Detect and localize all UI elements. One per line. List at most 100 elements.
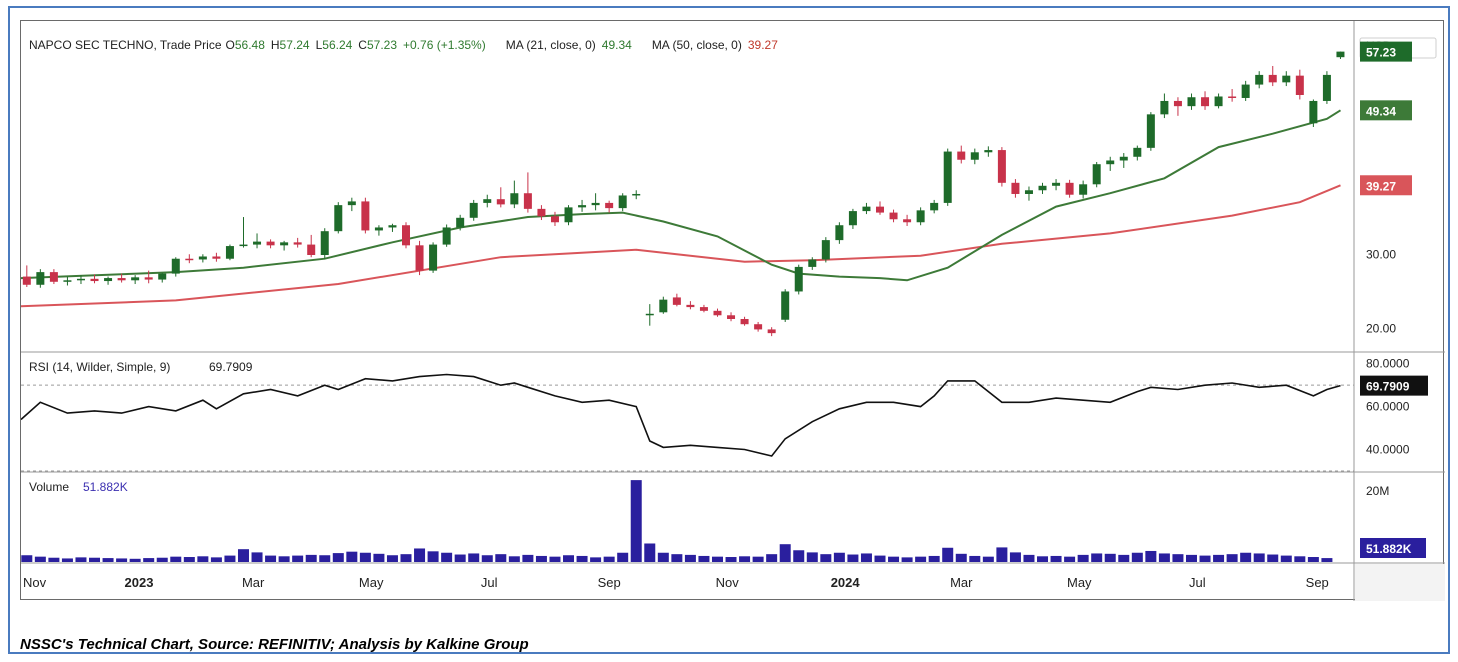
candle-body-45 (632, 193, 641, 196)
legend-ma50-value: 39.27 (748, 38, 778, 52)
volume-bar-87 (1199, 555, 1211, 562)
candle-body-68 (943, 151, 952, 203)
candle-body-86 (1187, 97, 1196, 107)
ma50-line (21, 184, 1341, 308)
volume-bar-32 (454, 554, 466, 562)
x-tick-11: Sep (1306, 575, 1329, 590)
volume-bar-13 (197, 556, 209, 562)
volume-bar-17 (251, 552, 263, 562)
candle-body-81 (1119, 156, 1128, 161)
volume-bar-75 (1037, 556, 1049, 562)
volume-bar-64 (888, 556, 900, 562)
volume-bar-33 (468, 553, 480, 562)
candle-body-49 (686, 304, 695, 308)
candle-body-0 (22, 276, 31, 285)
volume-bar-89 (1226, 554, 1238, 562)
volume-bar-2 (48, 557, 60, 562)
candle-body-61 (848, 211, 857, 226)
volume-bar-95 (1307, 557, 1319, 562)
volume-bar-72 (996, 547, 1008, 562)
candle-body-18 (266, 241, 275, 246)
candle-body-75 (1038, 185, 1047, 191)
candle-body-63 (876, 206, 885, 213)
candle-body-16 (239, 244, 248, 247)
candle-body-3 (63, 280, 72, 282)
volume-bar-50 (698, 555, 710, 562)
candle-body-47 (659, 299, 668, 313)
volume-bar-78 (1077, 554, 1089, 562)
chart-canvas: NAPCO SEC TECHNO, Trade Price O 56.48 H 57.2… (21, 21, 1445, 601)
candle-body-42 (591, 202, 600, 206)
candle-body-57 (794, 266, 803, 292)
axis-corner (1355, 564, 1445, 601)
volume-bar-79 (1091, 553, 1103, 562)
volume-bar-74 (1023, 554, 1035, 562)
candle-body-85 (1173, 100, 1182, 107)
volume-bar-46 (644, 543, 656, 562)
volume-bar-11 (170, 556, 182, 562)
volume-bar-58 (806, 552, 818, 562)
volume-bar-28 (400, 554, 412, 562)
candle-body-40 (564, 207, 573, 223)
candle-body-29 (415, 245, 424, 271)
candle-body-37 (523, 193, 532, 209)
volume-bar-65 (901, 557, 913, 562)
volume-bar-59 (820, 554, 832, 562)
volume-bar-8 (129, 558, 141, 562)
candle-body-55 (767, 329, 776, 334)
candle-body-56 (781, 291, 790, 320)
x-tick-0: Nov (23, 575, 47, 590)
volume-bar-73 (1009, 552, 1021, 562)
candle-body-50 (699, 307, 708, 311)
legend-high: 57.24 (280, 38, 310, 52)
legend-instrument: NAPCO SEC TECHNO, Trade Price (29, 38, 222, 52)
x-tick-8: Mar (950, 575, 973, 590)
candle-body-19 (280, 242, 289, 246)
legend-ma21-value: 49.34 (602, 38, 632, 52)
volume-label: Volume (29, 480, 69, 494)
volume-bar-47 (657, 552, 669, 562)
volume-bar-76 (1050, 555, 1062, 562)
volume-bar-43 (603, 556, 615, 562)
volume-bar-94 (1294, 556, 1306, 562)
volume-bar-45 (630, 480, 642, 562)
figure-frame: NAPCO SEC TECHNO, Trade Price O 56.48 H 57.2… (8, 6, 1450, 654)
candle-body-90 (1241, 84, 1250, 98)
x-tick-9: May (1067, 575, 1092, 590)
volume-bar-66 (915, 556, 927, 562)
x-tick-1: 2023 (125, 575, 154, 590)
volume-bar-25 (359, 552, 371, 562)
volume-bar-52 (725, 557, 737, 562)
volume-bar-86 (1185, 554, 1197, 562)
x-tick-5: Sep (598, 575, 621, 590)
price-tag-bg-0 (1360, 41, 1412, 62)
candle-body-10 (158, 273, 167, 280)
candle-body-46 (645, 313, 654, 316)
candle-body-76 (1052, 182, 1061, 186)
volume-bar-18 (265, 555, 277, 562)
volume-bar-19 (278, 556, 290, 562)
volume-bar-68 (942, 547, 954, 562)
candle-body-84 (1160, 100, 1169, 115)
price-tag-bg-1 (1360, 100, 1412, 121)
candle-body-58 (808, 259, 817, 267)
candle-body-96 (1322, 74, 1331, 101)
figure-caption: NSSC's Technical Chart, Source: REFINITI… (20, 636, 529, 653)
volume-bar-4 (75, 557, 87, 562)
volume-bar-3 (61, 558, 73, 562)
candle-body-60 (835, 225, 844, 241)
volume-bar-9 (143, 558, 155, 562)
volume-bar-51 (711, 556, 723, 562)
volume-bar-22 (319, 555, 331, 562)
volume-bar-30 (427, 551, 439, 562)
candle-body-94 (1295, 75, 1304, 95)
volume-bar-14 (210, 557, 222, 562)
candle-body-26 (374, 227, 383, 231)
candle-body-15 (225, 246, 234, 259)
volume-bar-91 (1253, 553, 1265, 562)
candle-body-39 (550, 216, 559, 223)
candle-body-23 (334, 205, 343, 232)
volume-bar-67 (928, 555, 940, 562)
chart-area: NAPCO SEC TECHNO, Trade Price O 56.48 H 57.2… (20, 20, 1445, 601)
volume-bar-54 (752, 556, 764, 562)
